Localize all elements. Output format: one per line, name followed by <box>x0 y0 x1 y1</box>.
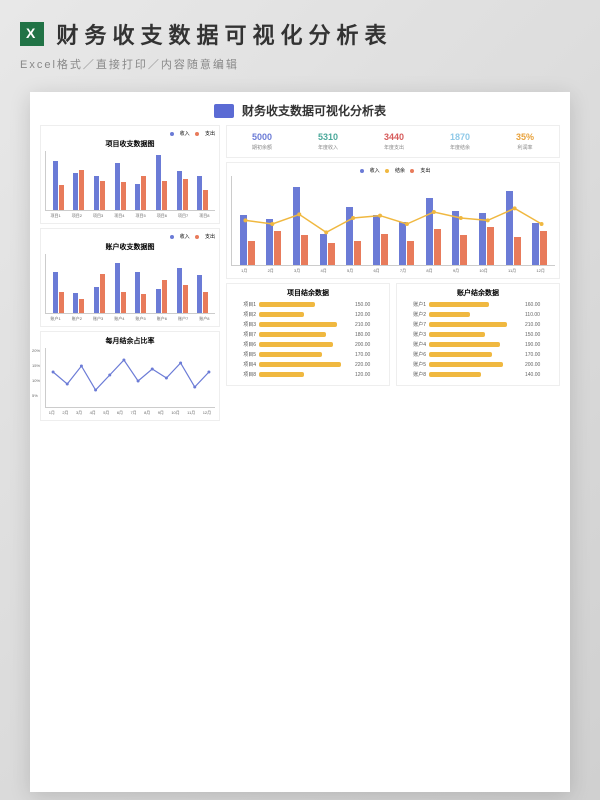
account-bar-chart <box>45 254 215 314</box>
page-header: 财务收支数据可视化分析表 Excel格式／直接打印／内容随意编辑 <box>0 0 600 80</box>
kpi-item: 3440年度支出 <box>384 132 404 151</box>
document-page: 财务收支数据可视化分析表 收入 支出 项目收支数据图 项目1项目2项目3项目4项… <box>30 92 570 792</box>
hbar-row: 项目2 120.00 <box>231 311 385 318</box>
ratio-chart-title: 每月结余占比率 <box>45 336 215 346</box>
hbar-row: 账户7 210.00 <box>401 321 555 328</box>
project-chart-card: 收入 支出 项目收支数据图 项目1项目2项目3项目4项目5项目6项目7项目8 <box>40 125 220 224</box>
project-legend: 收入 支出 <box>45 130 215 137</box>
account-balance-bars: 账户1 160.00 账户2 110.00 账户7 210.00 账户3 150.00… <box>401 301 555 378</box>
account-chart-title: 账户收支数据图 <box>45 242 215 252</box>
hbar-row: 项目1 150.00 <box>231 301 385 308</box>
project-chart-title: 项目收支数据图 <box>45 139 215 149</box>
doc-title-row: 财务收支数据可视化分析表 <box>40 102 560 119</box>
kpi-item: 35%利润率 <box>516 132 534 151</box>
account-chart-card: 收入 支出 账户收支数据图 账户1账户2账户3账户4账户5账户6账户7账户8 <box>40 228 220 327</box>
ratio-x-labels: 1月2月3月4月5月6月7月8月9月10月11月12月 <box>45 410 215 416</box>
doc-icon <box>214 104 234 118</box>
hbar-row: 账户5 200.00 <box>401 361 555 368</box>
hbar-row: 账户8 140.00 <box>401 371 555 378</box>
hbar-row: 项目4 220.00 <box>231 361 385 368</box>
monthly-main-card: 收入 结余 支出 1月2月3月4月5月6月7月8月9月10月11月12月 <box>226 162 560 279</box>
hbar-row: 账户4 190.00 <box>401 341 555 348</box>
hbar-row: 项目6 200.00 <box>231 341 385 348</box>
project-balance-card: 项目结余数据 项目1 150.00 项目2 120.00 项目3 210.00 项目7… <box>226 283 390 386</box>
project-bar-chart <box>45 151 215 211</box>
monthly-bar-chart <box>231 176 555 266</box>
ratio-line-chart: 20%15%10%5% <box>45 348 215 408</box>
kpi-item: 5310年度收入 <box>318 132 338 151</box>
excel-icon <box>20 22 44 46</box>
hbar-row: 账户3 150.00 <box>401 331 555 338</box>
account-legend: 收入 支出 <box>45 233 215 240</box>
project-balance-title: 项目结余数据 <box>231 288 385 298</box>
project-x-labels: 项目1项目2项目3项目4项目5项目6项目7项目8 <box>45 213 215 219</box>
project-balance-bars: 项目1 150.00 项目2 120.00 项目3 210.00 项目7 180.00… <box>231 301 385 378</box>
hbar-row: 账户6 170.00 <box>401 351 555 358</box>
account-x-labels: 账户1账户2账户3账户4账户5账户6账户7账户8 <box>45 316 215 322</box>
hbar-row: 账户2 110.00 <box>401 311 555 318</box>
hbar-row: 项目8 120.00 <box>231 371 385 378</box>
kpi-item: 1870年度结余 <box>450 132 470 151</box>
doc-title: 财务收支数据可视化分析表 <box>242 102 386 119</box>
ratio-chart-card: 每月结余占比率 20%15%10%5% 1月2月3月4月5月6月7月8月9月10… <box>40 331 220 421</box>
hbar-row: 账户1 160.00 <box>401 301 555 308</box>
subtitle: Excel格式／直接打印／内容随意编辑 <box>20 56 580 72</box>
main-title: 财务收支数据可视化分析表 <box>56 18 392 50</box>
kpi-item: 5000期初余额 <box>252 132 272 151</box>
account-balance-card: 账户结余数据 账户1 160.00 账户2 110.00 账户7 210.00 账户3… <box>396 283 560 386</box>
account-balance-title: 账户结余数据 <box>401 288 555 298</box>
hbar-row: 项目5 170.00 <box>231 351 385 358</box>
kpi-row: 5000期初余额 5310年度收入 3440年度支出 1870年度结余 35%利润率 <box>226 125 560 158</box>
monthly-legend: 收入 结余 支出 <box>231 167 555 174</box>
hbar-row: 项目7 180.00 <box>231 331 385 338</box>
monthly-x-labels: 1月2月3月4月5月6月7月8月9月10月11月12月 <box>231 268 555 274</box>
hbar-row: 项目3 210.00 <box>231 321 385 328</box>
